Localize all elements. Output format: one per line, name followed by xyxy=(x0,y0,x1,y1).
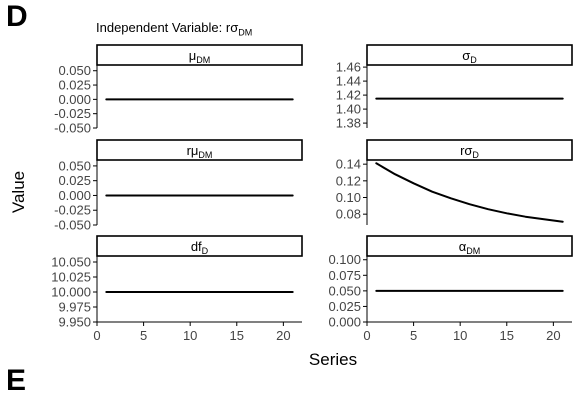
y-tick-label: 0.025 xyxy=(58,173,91,188)
header-text: Independent Variable: rσ xyxy=(96,20,239,35)
y-axis-label: Value xyxy=(9,171,28,213)
y-tick-label: 0.14 xyxy=(336,157,361,172)
x-tick-label: 10 xyxy=(453,328,467,343)
x-tick-label: 0 xyxy=(363,328,370,343)
y-tick-label: 10.000 xyxy=(51,285,91,300)
facet-strip xyxy=(366,44,573,66)
y-tick-label: 0.075 xyxy=(328,268,361,283)
x-tick-label: 5 xyxy=(140,328,147,343)
facet-strip xyxy=(366,235,573,257)
header-sub: DM xyxy=(238,27,253,38)
x-tick-label: 0 xyxy=(93,328,100,343)
panel-letter: D xyxy=(6,0,28,33)
y-tick-label: 9.950 xyxy=(58,315,91,330)
y-tick-label: 1.38 xyxy=(336,116,361,131)
facet-strip xyxy=(96,235,303,257)
facet-strip-sub: D xyxy=(470,55,477,65)
y-tick-label: 0.100 xyxy=(328,252,361,267)
y-tick-label: 0.050 xyxy=(58,158,91,173)
facet-strip-sub: DM xyxy=(466,246,480,256)
facet-strip-sub: D xyxy=(472,150,479,160)
x-tick-label: 15 xyxy=(230,328,244,343)
y-tick-label: 10.025 xyxy=(51,270,91,285)
x-tick-label: 5 xyxy=(410,328,417,343)
x-tick-label: 20 xyxy=(276,328,290,343)
y-tick-label: 0.08 xyxy=(336,207,361,222)
y-tick-label: 0.000 xyxy=(58,188,91,203)
x-tick-label: 10 xyxy=(183,328,197,343)
y-tick-label: -0.025 xyxy=(54,203,91,218)
y-tick-label: -0.025 xyxy=(54,106,91,121)
y-tick-label: 1.42 xyxy=(336,88,361,103)
chart-header: Independent Variable: rσDM xyxy=(96,20,252,38)
facet-strip-sub: DM xyxy=(198,150,212,160)
y-tick-label: 1.46 xyxy=(336,60,361,75)
y-tick-label: -0.050 xyxy=(54,121,91,136)
y-tick-label: 0.025 xyxy=(328,299,361,314)
facet-strip xyxy=(366,139,573,161)
y-tick-label: -0.050 xyxy=(54,218,91,233)
y-tick-label: 0.025 xyxy=(58,78,91,93)
facet-strip xyxy=(96,139,303,161)
x-axis-label: Series xyxy=(309,350,357,369)
y-tick-label: 0.10 xyxy=(336,190,361,205)
y-tick-label: 0.000 xyxy=(58,92,91,107)
y-tick-label: 1.40 xyxy=(336,102,361,117)
facet-strip-sub: D xyxy=(202,246,209,256)
facet-panel: σD1.461.441.421.401.38 xyxy=(336,44,573,131)
y-tick-label: 9.975 xyxy=(58,300,91,315)
series-line xyxy=(375,162,564,223)
facet-strip-sub: DM xyxy=(196,55,210,65)
y-tick-label: 1.44 xyxy=(336,74,361,89)
y-tick-label: 0.000 xyxy=(328,315,361,330)
y-tick-label: 0.12 xyxy=(336,173,361,188)
y-tick-label: 0.050 xyxy=(328,283,361,298)
facet-chart: Value Series μDM0.0500.0250.000-0.025-0.… xyxy=(9,44,573,369)
y-tick-label: 0.050 xyxy=(58,63,91,78)
facet-strip xyxy=(96,44,303,66)
y-tick-label: 10.050 xyxy=(51,255,91,270)
x-tick-label: 15 xyxy=(500,328,514,343)
x-tick-label: 20 xyxy=(546,328,560,343)
